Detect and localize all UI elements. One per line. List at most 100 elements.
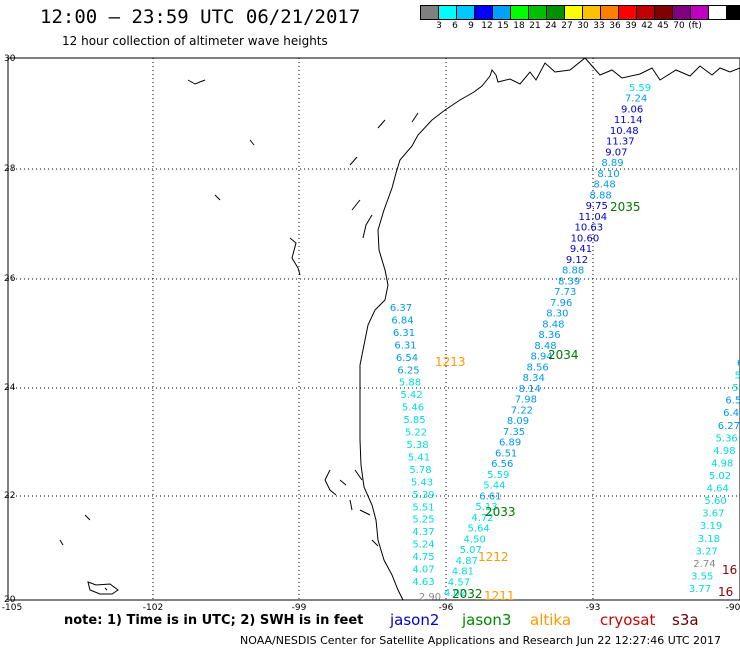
colorbar-label: 21 xyxy=(529,21,541,31)
swh-value: 5.25 xyxy=(412,515,434,526)
swh-value: 5.51 xyxy=(412,502,434,513)
swh-value: 5.46 xyxy=(402,403,424,414)
coastline xyxy=(359,57,740,601)
swh-value: 9.06 xyxy=(621,104,643,115)
swh-value: 8.48 xyxy=(542,319,564,330)
colorbar-label: 70 xyxy=(673,21,685,31)
swh-value: 6.4 xyxy=(723,408,739,419)
swh-value: 10.63 xyxy=(575,223,604,234)
lat-tick-label: 30 xyxy=(4,54,16,64)
swh-value: 8.36 xyxy=(538,330,560,341)
swh-value: 5.44 xyxy=(483,481,505,492)
swh-value: 9.75 xyxy=(586,201,608,212)
pass-label-s3a: 16 xyxy=(722,563,737,577)
lat-tick-label: 22 xyxy=(4,491,15,501)
swh-value: 7.22 xyxy=(511,405,533,416)
colorbar-label: 45 xyxy=(657,21,669,31)
swh-value: 3.27 xyxy=(696,546,718,557)
swh-value: 4.50 xyxy=(464,534,486,545)
swh-value: 4.07 xyxy=(412,565,434,576)
swh-value: 5.78 xyxy=(409,465,431,476)
pass-label-s3a: 16 xyxy=(718,585,733,599)
swh-value: 3.77 xyxy=(689,584,711,595)
pass-label-altika: 1212 xyxy=(478,550,509,564)
swh-value: 4.02 xyxy=(444,588,466,599)
swh-value: 5.41 xyxy=(408,452,430,463)
swh-value: 4.81 xyxy=(452,567,474,578)
swh-value: 6.27 xyxy=(718,421,740,432)
swh-value: 8.88 xyxy=(590,190,612,201)
swh-value: 6.56 xyxy=(491,459,513,470)
swh-value: 9.41 xyxy=(570,244,592,255)
swh-value: 4.72 xyxy=(471,513,493,524)
colorbar-label: 15 xyxy=(497,21,509,31)
legend-note: note: 1) Time is in UTC; 2) SWH is in fe… xyxy=(64,613,364,628)
swh-value: 6.61 xyxy=(479,491,501,502)
lat-tick-label: 26 xyxy=(4,274,16,284)
colorbar-label: 42 xyxy=(641,21,653,31)
swh-value: 6.31 xyxy=(393,328,415,339)
pass-label-jason3: 2032 xyxy=(452,587,483,601)
swh-value: 4.37 xyxy=(412,527,434,538)
swh-value: 11.04 xyxy=(578,212,607,223)
swh-value: 5.59 xyxy=(487,470,509,481)
pass-label-jason3: 2035 xyxy=(610,200,641,214)
lon-tick-label: -102 xyxy=(143,603,163,613)
swh-value: 6.54 xyxy=(396,353,418,364)
swh-value: 2.74 xyxy=(693,559,715,570)
swh-value: 5 xyxy=(732,383,738,394)
swh-value: 7.98 xyxy=(515,395,537,406)
swh-value: 6.37 xyxy=(390,303,412,314)
swh-value: 8.30 xyxy=(546,309,568,320)
colorbar-label: 30 xyxy=(577,21,589,31)
pass-label-jason3: 2034 xyxy=(548,348,579,362)
swh-value: 6.84 xyxy=(391,315,413,326)
axis-ticks: -105 -102 -99 -96 -93 -90 30 28 26 24 22 20 xyxy=(2,54,740,613)
lon-tick-label: -105 xyxy=(2,603,22,613)
swh-value: 4.98 xyxy=(711,458,733,469)
swh-value: 4.75 xyxy=(412,552,434,563)
colorbar-label: (ft) xyxy=(688,21,702,31)
legend-jason3: jason3 xyxy=(462,611,512,629)
altimeter-passes: 5.597.249.0611.1410.4811.379.078.898.108… xyxy=(390,83,740,603)
swh-value: 8.09 xyxy=(507,416,529,427)
map-frame xyxy=(7,57,740,601)
colorbar-label: 33 xyxy=(593,21,605,31)
page-title: 12:00 – 23:59 UTC 06/21/2017 xyxy=(40,6,361,28)
swh-value: 11.14 xyxy=(614,115,643,126)
swh-value: 6 xyxy=(737,358,740,369)
swh-value: 3.67 xyxy=(702,509,724,520)
lat-tick-label: 24 xyxy=(4,383,16,393)
swh-value: 5.07 xyxy=(460,545,482,556)
colorbar-label: 12 xyxy=(481,21,493,31)
swh-value: 3.55 xyxy=(691,571,713,582)
swh-value: 8.88 xyxy=(562,266,584,277)
swh-value: 8.39 xyxy=(558,276,580,287)
pass-label-altika: 1213 xyxy=(435,355,466,369)
lon-tick-label: -90 xyxy=(726,603,740,613)
legend-jason2: jason2 xyxy=(390,611,440,629)
swh-value: 8.56 xyxy=(527,362,549,373)
colorbar-swatch xyxy=(726,5,740,20)
swh-value: 5.85 xyxy=(403,415,425,426)
swh-value: 8.48 xyxy=(534,341,556,352)
swh-value: 8.34 xyxy=(523,373,545,384)
swh-value: 6.5 xyxy=(725,396,740,407)
swh-value: 6.25 xyxy=(397,365,419,376)
swh-value: 7.73 xyxy=(554,287,576,298)
legend-altika: altika xyxy=(530,611,572,629)
colorbar-label: 18 xyxy=(513,21,525,31)
lon-tick-label: -96 xyxy=(439,603,454,613)
swh-value: 5.59 xyxy=(629,83,651,94)
swh-value: 5.24 xyxy=(412,540,434,551)
swh-value: 7.96 xyxy=(550,298,572,309)
legend-cryosat: cryosat xyxy=(600,611,656,629)
lat-tick-label: 28 xyxy=(4,164,16,174)
swh-value: 9.12 xyxy=(566,255,588,266)
colorbar-label: 3 xyxy=(436,21,442,31)
pass-label-jason3: 2033 xyxy=(485,505,516,519)
swh-value: 8.48 xyxy=(593,180,615,191)
swh-value: 5.43 xyxy=(411,477,433,488)
swh-value: 5 xyxy=(735,371,740,382)
